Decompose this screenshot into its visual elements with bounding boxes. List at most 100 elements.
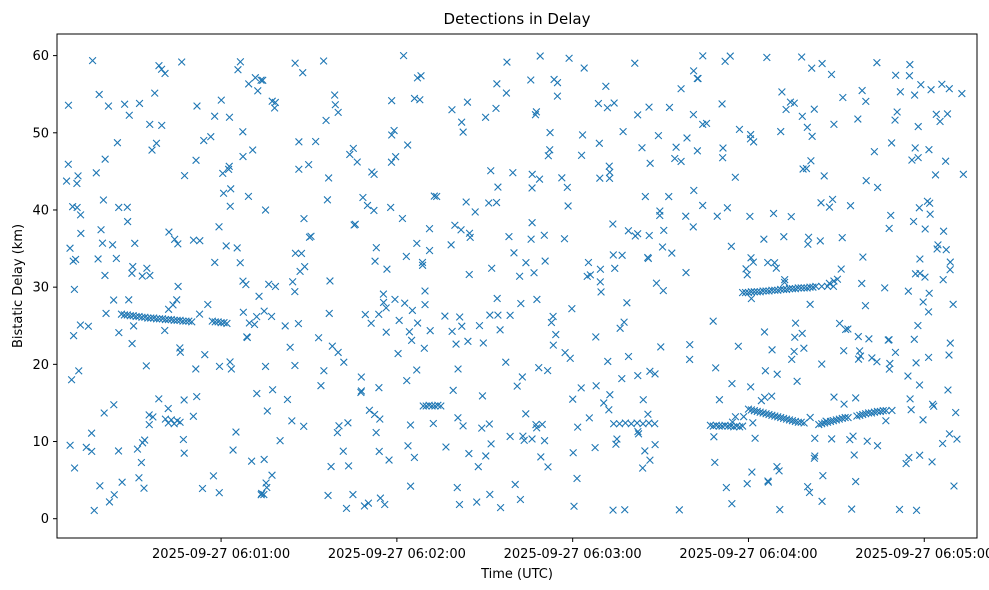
data-point: [317, 381, 325, 390]
data-point: [773, 462, 781, 471]
data-point: [304, 160, 313, 169]
data-point: [880, 284, 889, 292]
data-point: [97, 225, 105, 234]
data-point: [584, 258, 593, 267]
data-point: [528, 170, 537, 179]
data-point: [806, 300, 814, 309]
data-point: [882, 416, 890, 425]
track-point-track-k: [823, 282, 832, 291]
data-point: [380, 500, 389, 509]
data-point: [865, 335, 873, 343]
track-point-track-d: [434, 401, 442, 410]
data-point: [945, 84, 954, 93]
data-point: [715, 395, 724, 404]
data-point: [887, 139, 896, 147]
data-point: [408, 306, 417, 315]
data-point: [215, 223, 223, 231]
data-point: [914, 321, 922, 330]
data-point: [646, 367, 654, 376]
track-point-track-k: [829, 282, 838, 291]
data-point: [810, 454, 819, 463]
data-point: [250, 320, 259, 329]
data-point: [172, 296, 181, 304]
track-point-track-g: [771, 412, 779, 420]
data-point: [110, 490, 119, 499]
data-point: [84, 322, 93, 331]
data-point: [180, 171, 189, 180]
data-point: [155, 61, 163, 70]
track-point-track-g: [744, 405, 753, 413]
data-point: [143, 264, 151, 273]
data-point: [722, 483, 731, 492]
data-point: [67, 375, 76, 384]
data-point: [395, 316, 403, 325]
data-point: [123, 217, 132, 226]
data-point: [945, 430, 954, 438]
data-point: [644, 410, 652, 419]
data-point: [170, 235, 179, 244]
data-point: [770, 258, 779, 267]
data-point: [776, 505, 784, 514]
data-point: [819, 471, 827, 480]
data-point: [547, 318, 556, 327]
track-point-track-j: [747, 288, 756, 296]
data-point: [96, 482, 104, 490]
data-point: [577, 384, 585, 392]
data-point: [549, 312, 557, 321]
data-point: [442, 443, 450, 451]
data-point: [382, 328, 391, 336]
data-point: [454, 413, 462, 422]
data-point: [406, 421, 415, 429]
y-tick-label: 20: [32, 358, 49, 373]
data-point: [457, 118, 466, 126]
data-point: [746, 135, 755, 143]
data-point: [844, 325, 852, 333]
data-point: [868, 354, 876, 362]
data-point: [791, 319, 800, 327]
data-point: [247, 457, 256, 465]
data-point: [477, 424, 486, 432]
data-point: [387, 158, 396, 166]
plot-area: [56, 33, 978, 539]
data-point: [905, 71, 914, 80]
data-point: [677, 157, 685, 166]
data-point: [743, 270, 752, 279]
data-point: [612, 440, 620, 448]
data-point: [180, 396, 188, 404]
data-point: [421, 287, 429, 295]
data-point: [399, 51, 408, 60]
data-point: [405, 327, 414, 336]
data-point: [242, 280, 250, 289]
data-point: [847, 505, 856, 513]
data-point: [320, 366, 328, 375]
data-point: [385, 456, 393, 464]
data-point: [859, 253, 867, 261]
data-point: [638, 143, 646, 152]
data-point: [267, 312, 276, 321]
data-point: [938, 80, 946, 89]
x-tick-label: 2025-09-27 06:04:00: [679, 547, 817, 562]
data-point: [331, 100, 340, 109]
data-point: [858, 86, 866, 95]
data-point: [330, 91, 339, 99]
data-point: [146, 271, 154, 280]
track-point-track-i: [858, 410, 867, 419]
data-point: [945, 351, 953, 359]
data-point: [112, 254, 121, 263]
data-point: [573, 474, 581, 483]
data-point: [300, 262, 309, 271]
track-point-track-a: [179, 317, 187, 325]
data-point: [914, 153, 922, 162]
data-point: [936, 117, 944, 126]
x-tick-label: 2025-09-27 06:01:00: [152, 547, 290, 562]
data-point: [333, 428, 342, 437]
data-point: [226, 358, 234, 366]
y-tick-label: 0: [41, 512, 49, 527]
data-point: [719, 144, 727, 152]
data-point: [530, 268, 538, 277]
data-point: [838, 233, 847, 242]
data-point: [291, 59, 299, 67]
data-point: [863, 437, 872, 445]
data-point: [271, 98, 280, 107]
data-point: [787, 212, 796, 221]
